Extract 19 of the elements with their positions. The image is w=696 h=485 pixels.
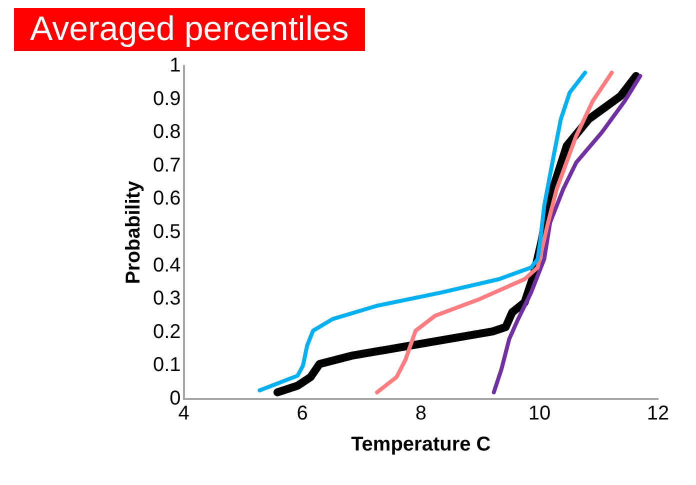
y-tick-label: 0.4 xyxy=(152,254,181,276)
x-tick-label: 8 xyxy=(415,402,426,425)
y-tick-label: 0.2 xyxy=(152,320,181,343)
y-tick-label: 1 xyxy=(170,54,181,77)
x-tick-label: 12 xyxy=(646,402,670,425)
x-tick-label: 10 xyxy=(528,402,551,425)
y-tick-label: 0.8 xyxy=(152,121,181,144)
x-tick-label: 4 xyxy=(178,402,190,425)
y-tick-label: 0.6 xyxy=(152,188,181,210)
y-tick-label: 0.1 xyxy=(152,354,181,376)
y-tick-label: 0 xyxy=(170,388,181,410)
y-tick-label: 0.9 xyxy=(152,88,181,110)
x-axis-title: Temperature C xyxy=(351,434,491,456)
x-tick-label: 6 xyxy=(296,402,308,425)
chart-title: Averaged percentiles xyxy=(14,8,365,51)
y-tick-label: 0.5 xyxy=(152,221,181,244)
y-tick-label: 0.7 xyxy=(152,154,181,176)
y-axis-title: Probability xyxy=(122,180,145,284)
y-tick-label: 0.3 xyxy=(152,288,181,310)
